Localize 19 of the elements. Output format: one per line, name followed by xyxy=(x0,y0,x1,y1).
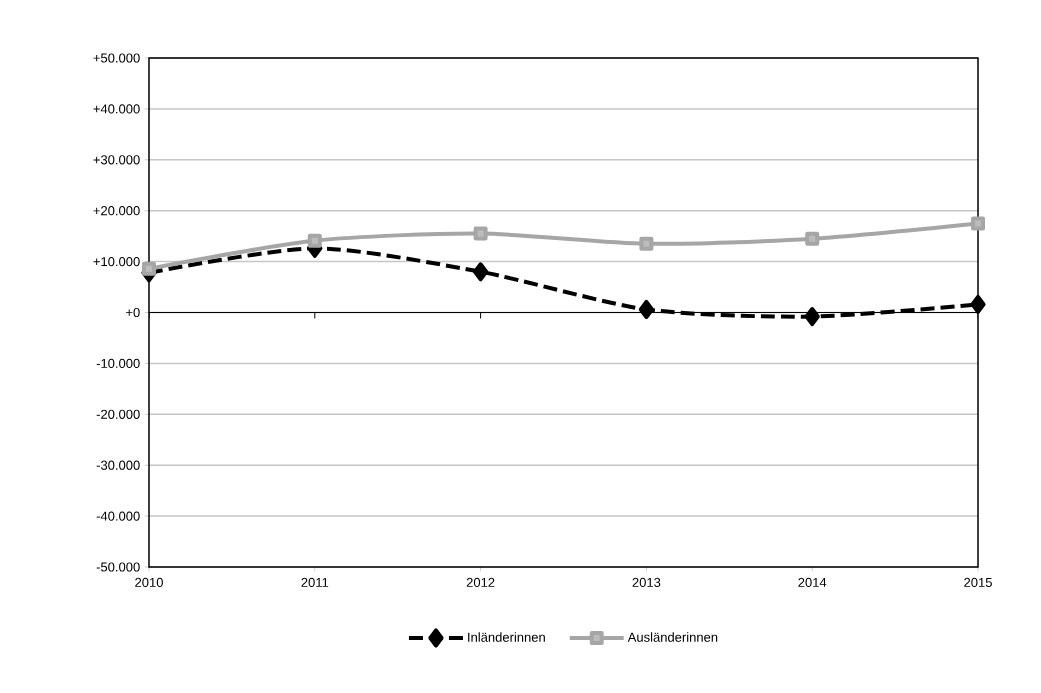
y-tick-label: -10.000 xyxy=(96,358,140,368)
y-tick-label: +50.000 xyxy=(93,53,140,63)
y-tick-label: -50.000 xyxy=(96,562,140,572)
legend-label: Inländerinnen xyxy=(468,632,545,642)
y-tick-label: +20.000 xyxy=(93,206,140,216)
y-tick-label: +0 xyxy=(126,307,140,318)
y-tick-label: +30.000 xyxy=(93,155,140,165)
x-tick-label: 2013 xyxy=(632,577,661,587)
x-tick-label: 2010 xyxy=(135,577,163,587)
x-tick-label: 2015 xyxy=(964,577,992,587)
y-tick-label: -20.000 xyxy=(96,409,140,419)
x-tick-label: 2011 xyxy=(301,577,329,587)
y-tick-label: -40.000 xyxy=(96,511,140,521)
y-tick-label: +40.000 xyxy=(93,104,140,114)
legend-label: Ausländerinnen xyxy=(627,632,718,642)
x-tick-label: 2014 xyxy=(798,577,827,587)
x-tick-label: 2012 xyxy=(466,577,495,587)
y-tick-label: -30.000 xyxy=(96,460,140,470)
y-tick-label: +10.000 xyxy=(93,256,140,267)
